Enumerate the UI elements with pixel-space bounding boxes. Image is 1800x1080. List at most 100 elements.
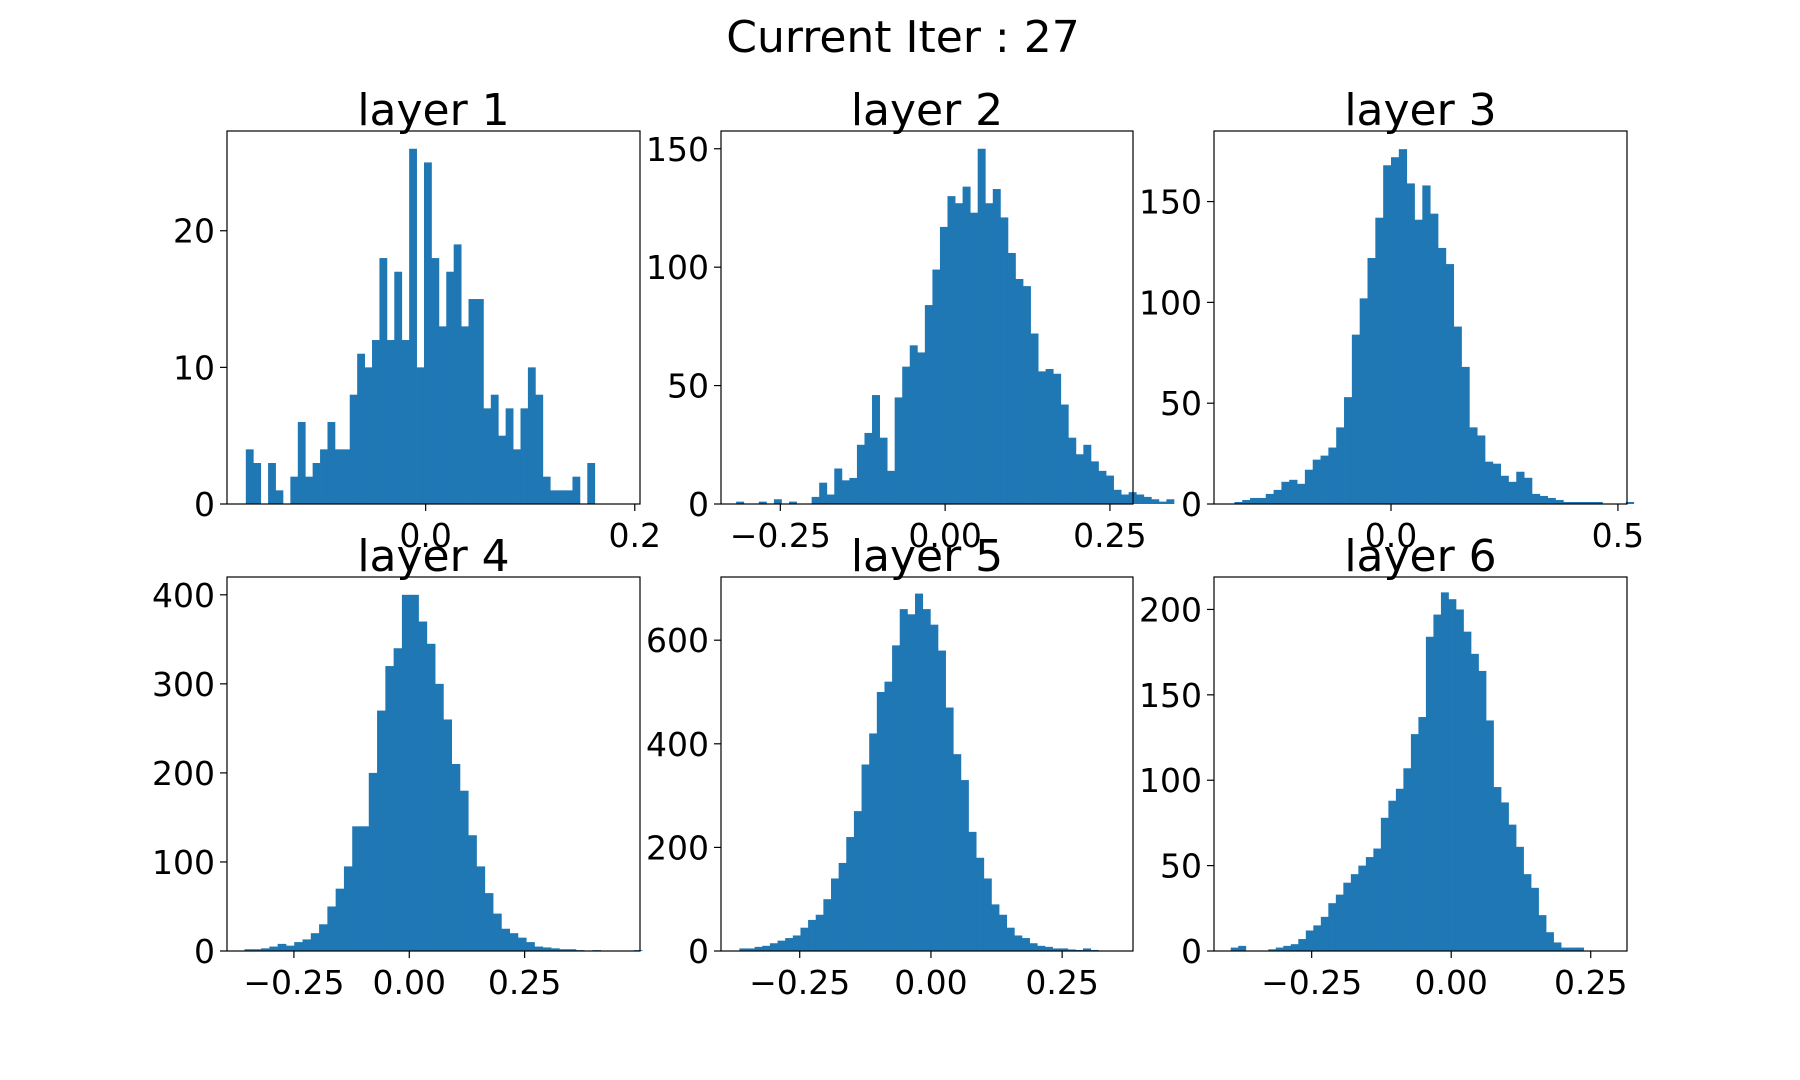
- histogram-bar: [1477, 435, 1486, 504]
- histogram-bar: [1359, 298, 1368, 504]
- panel-layer-3: 0.0 0.5 0 50 100 150 layer 3: [1139, 85, 1644, 555]
- histogram-bar: [1547, 497, 1556, 504]
- histogram-bar: [823, 899, 832, 951]
- histogram-bar: [960, 780, 969, 951]
- histogram-bar: [999, 914, 1008, 951]
- histogram-bar: [1375, 217, 1384, 504]
- histogram-bar: [1283, 945, 1292, 951]
- histogram-bar: [1151, 499, 1160, 504]
- histogram-bar: [811, 496, 820, 504]
- histogram-bar: [372, 340, 380, 504]
- histogram-bars: [1230, 592, 1584, 951]
- histogram-bar: [459, 790, 469, 951]
- histogram-bar: [349, 394, 358, 504]
- panel-title: layer 6: [1344, 531, 1496, 582]
- histogram-bar: [401, 340, 410, 504]
- histogram-bar: [327, 906, 337, 951]
- histogram-bar: [527, 367, 536, 504]
- histogram-bar: [1367, 258, 1376, 504]
- histogram-bar: [1343, 882, 1352, 951]
- histogram-bar: [277, 943, 287, 951]
- histogram-bar: [1250, 497, 1259, 504]
- y-tick-label: 400: [646, 725, 709, 764]
- histogram-bar: [1029, 943, 1038, 951]
- axes-frame: [1213, 130, 1628, 505]
- histogram-bar: [484, 893, 494, 951]
- panel-layer-2: −0.25 0.00 0.25 0 50 100 150 layer 2: [646, 85, 1175, 555]
- x-tick-label: 0.00: [908, 516, 981, 555]
- histogram-bar: [876, 692, 885, 951]
- histogram-bar: [368, 772, 378, 951]
- histogram-bar: [423, 162, 432, 505]
- panel-title: layer 3: [1344, 85, 1496, 136]
- histogram-bar: [915, 593, 924, 951]
- x-tick-label: 0.25: [488, 963, 561, 1002]
- x-tick-label: 0.25: [1073, 516, 1146, 555]
- histogram-bar: [294, 942, 303, 951]
- histogram-bar: [1281, 481, 1290, 504]
- histogram-bar: [290, 476, 299, 504]
- histogram-bar: [1448, 599, 1457, 951]
- figure-suptitle: Current Iter : 27: [726, 12, 1079, 63]
- y-tick-label: 0: [194, 932, 215, 971]
- histogram-bar: [393, 648, 403, 951]
- histogram-bar: [261, 948, 270, 951]
- histogram-bar: [789, 501, 797, 504]
- histogram-bar: [1015, 279, 1024, 504]
- histogram-bar: [917, 352, 926, 504]
- histogram-bar: [1242, 499, 1251, 504]
- histogram-bar: [983, 878, 992, 951]
- histogram-bar: [443, 719, 453, 951]
- y-tick-label: 600: [646, 621, 709, 660]
- histogram-bar: [535, 394, 544, 504]
- histogram-bar: [1022, 286, 1031, 504]
- histogram-bar: [297, 422, 306, 504]
- histogram-bar: [1312, 459, 1321, 504]
- histogram-bar: [1531, 493, 1541, 504]
- histogram-bar: [1395, 788, 1404, 951]
- histogram-bar: [1344, 397, 1353, 504]
- histogram-bar: [269, 946, 279, 951]
- histogram-bar: [534, 946, 544, 951]
- histogram-bar: [808, 919, 817, 951]
- histogram-bar: [1398, 149, 1408, 504]
- y-tick-label: 0: [688, 932, 709, 971]
- y-tick-label: 200: [152, 754, 215, 793]
- y-tick-label: 50: [667, 367, 709, 406]
- histogram-bar: [1275, 947, 1284, 951]
- histogram-bar: [1304, 469, 1314, 504]
- histogram-bar: [1305, 930, 1314, 951]
- histogram-bar: [305, 476, 314, 504]
- histogram-bar: [416, 367, 425, 504]
- histogram-bar: [1320, 916, 1329, 951]
- histogram-bar: [887, 470, 896, 504]
- histogram-bar: [1437, 247, 1447, 504]
- y-tick-label: 100: [1139, 283, 1202, 322]
- histogram-bar: [800, 927, 809, 951]
- y-tick-label: 0: [688, 485, 709, 524]
- histogram-bar: [1290, 944, 1299, 951]
- histogram-bar: [1136, 494, 1145, 504]
- panel-title: layer 5: [851, 531, 1003, 582]
- y-tick-label: 300: [152, 665, 215, 704]
- histogram-bar: [567, 949, 577, 951]
- y-tick-label: 150: [1139, 676, 1202, 715]
- histogram-bar: [976, 857, 985, 951]
- histogram-bar: [1425, 636, 1434, 951]
- histogram-bar: [1006, 927, 1015, 951]
- histogram-bar: [343, 866, 353, 951]
- histogram-bar: [1485, 720, 1494, 951]
- histogram-bar: [754, 946, 763, 951]
- histogram-bar: [1493, 787, 1502, 951]
- panel-layer-5: −0.25 0.00 0.25 0 200 400 600 layer 5: [646, 531, 1134, 1002]
- histogram-bar: [922, 609, 931, 951]
- histogram-bar: [1257, 497, 1267, 504]
- histogram-bar: [435, 683, 444, 951]
- histogram-bar: [872, 395, 880, 504]
- histogram-bar: [955, 203, 963, 505]
- histogram-bar: [1469, 427, 1478, 504]
- histogram-bar: [253, 463, 262, 504]
- panel-layer-6: −0.25 0.00 0.25 0 50 100 150 200 layer 6: [1139, 531, 1628, 1002]
- histogram-bar: [894, 397, 903, 504]
